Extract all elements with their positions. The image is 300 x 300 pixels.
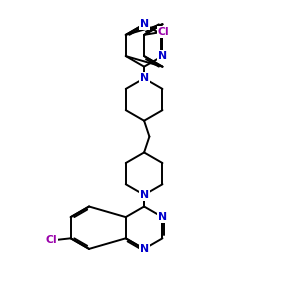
Text: N: N: [158, 51, 167, 61]
Text: N: N: [140, 244, 149, 254]
Text: Cl: Cl: [46, 236, 57, 245]
Text: Cl: Cl: [158, 27, 169, 37]
Text: N: N: [140, 19, 149, 29]
Text: N: N: [158, 212, 167, 222]
Text: N: N: [140, 73, 149, 83]
Text: N: N: [140, 190, 149, 200]
